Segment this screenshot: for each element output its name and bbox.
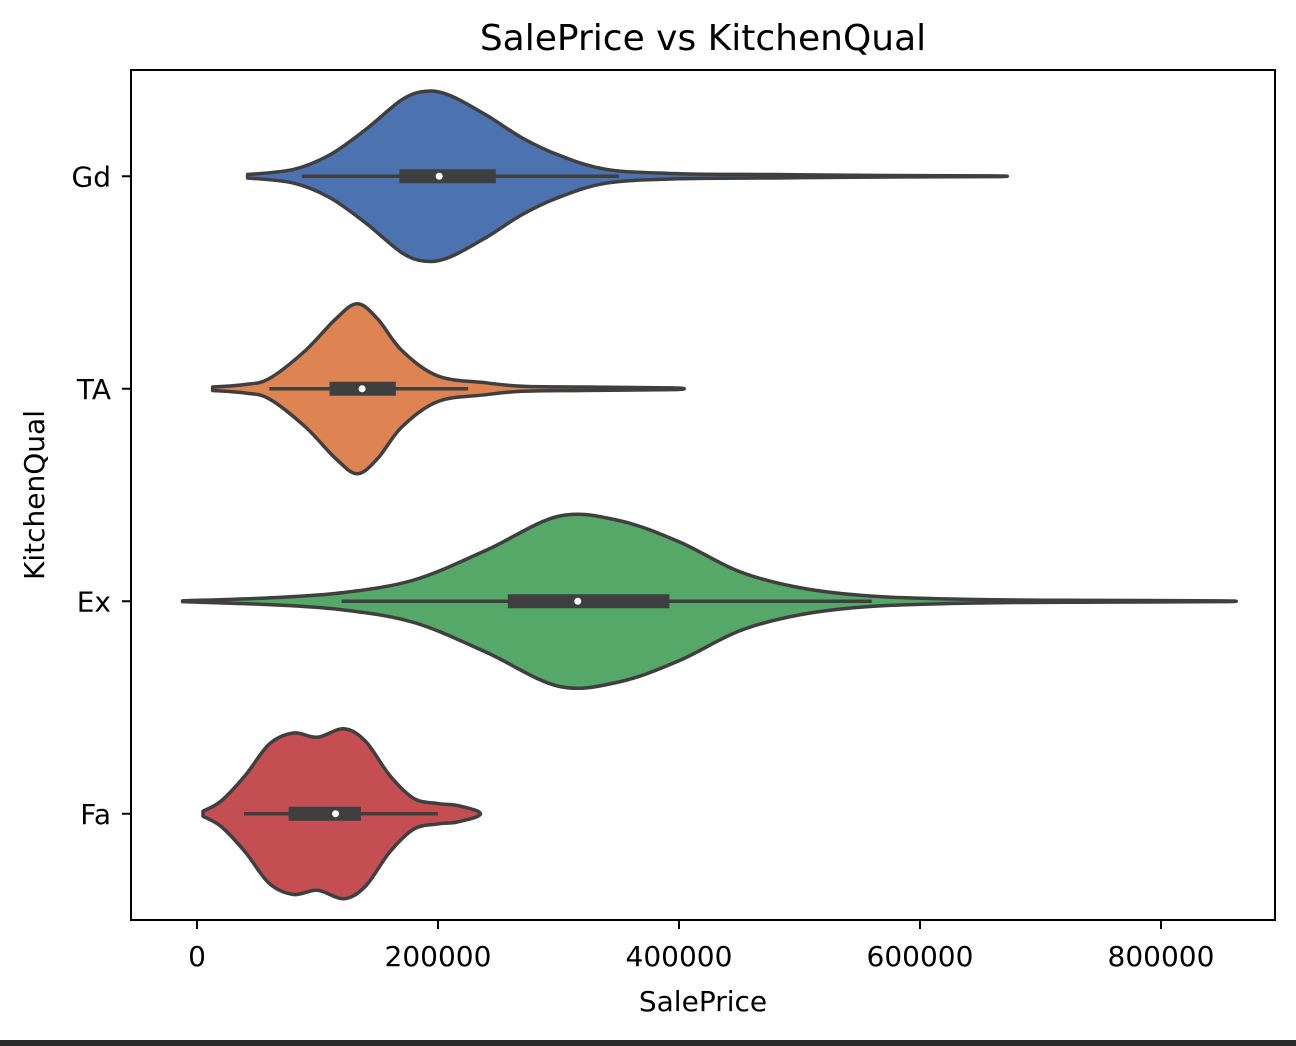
y-tick-label: TA — [76, 373, 111, 406]
y-axis-label: KitchenQual — [18, 410, 51, 580]
chart-title: SalePrice vs KitchenQual — [480, 18, 926, 59]
violins-group — [180, 89, 1239, 901]
y-tick-label: Gd — [72, 160, 111, 193]
y-tick-label: Fa — [80, 798, 111, 831]
y-axis-ticks: Gd TA Ex Fa — [72, 160, 131, 831]
x-tick-label: 800000 — [1108, 940, 1215, 973]
plot-frame — [130, 69, 1276, 921]
violin-iqr-box — [288, 806, 361, 821]
violin-median-dot — [332, 810, 340, 818]
violin-iqr-box — [399, 169, 496, 184]
violin-iqr-box — [507, 594, 670, 609]
x-tick-label: 400000 — [626, 940, 733, 973]
violin-median-dot — [358, 385, 366, 393]
x-tick-label: 0 — [188, 940, 206, 973]
x-axis-label: SalePrice — [639, 985, 767, 1018]
violin-median-dot — [574, 597, 582, 605]
violin-median-dot — [435, 172, 443, 180]
violin-body-gd — [245, 89, 1010, 264]
x-tick-label: 200000 — [385, 940, 492, 973]
x-axis-ticks: 0 200000 400000 600000 800000 — [188, 920, 1214, 973]
x-tick-label: 600000 — [867, 940, 974, 973]
y-tick-label: Ex — [77, 585, 111, 618]
bottom-rule — [0, 1040, 1296, 1046]
